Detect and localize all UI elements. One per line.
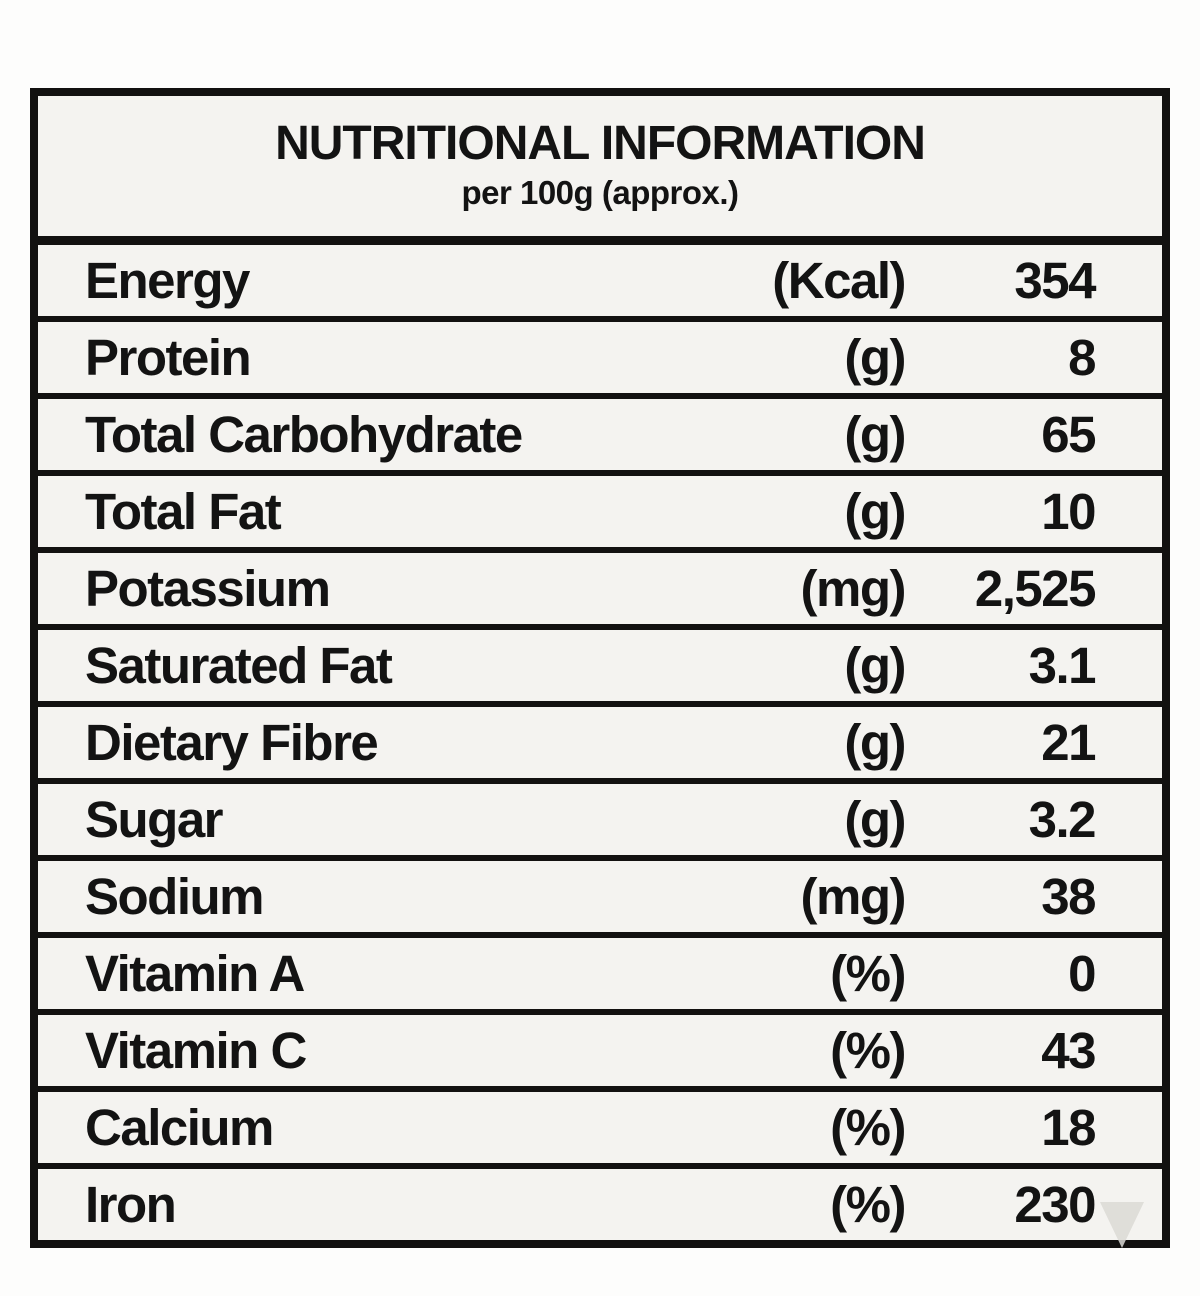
nutrient-label: Energy bbox=[85, 252, 250, 309]
table-header: NUTRITIONAL INFORMATION per 100g (approx… bbox=[38, 96, 1162, 245]
nutrient-label: Saturated Fat bbox=[85, 637, 393, 694]
nutrient-label: Potassium bbox=[85, 560, 331, 617]
nutrient-label: Sodium bbox=[85, 868, 264, 925]
nutrient-unit: (g) bbox=[844, 791, 906, 848]
nutrient-label: Vitamin C bbox=[85, 1022, 307, 1079]
nutrient-value: 18 bbox=[1041, 1099, 1096, 1156]
table-row: Dietary Fibre (g) 21 bbox=[38, 707, 1162, 784]
table-body: Energy (Kcal) 354 Protein (g) 8 Total Ca… bbox=[38, 245, 1162, 1240]
nutrient-value: 8 bbox=[1068, 329, 1096, 386]
nutrient-value: 230 bbox=[1014, 1176, 1096, 1233]
nutrient-unit: (mg) bbox=[800, 868, 907, 925]
nutrient-value: 3.1 bbox=[1028, 637, 1097, 694]
table-row: Vitamin A (%) 0 bbox=[38, 938, 1162, 1015]
table-row: Potassium (mg) 2,525 bbox=[38, 553, 1162, 630]
nutrient-unit: (%) bbox=[830, 1176, 906, 1233]
nutrient-unit: (g) bbox=[844, 714, 906, 771]
nutrient-label: Total Fat bbox=[85, 483, 282, 540]
nutrient-value: 38 bbox=[1041, 868, 1096, 925]
table-row: Iron (%) 230 bbox=[38, 1169, 1162, 1240]
nutrient-value: 10 bbox=[1041, 483, 1096, 540]
nutrient-value: 354 bbox=[1014, 252, 1096, 309]
nutrient-label: Total Carbohydrate bbox=[85, 406, 523, 463]
nutrient-unit: (%) bbox=[830, 1022, 906, 1079]
nutrient-unit: (mg) bbox=[800, 560, 907, 617]
table-row: Calcium (%) 18 bbox=[38, 1092, 1162, 1169]
table-row: Total Fat (g) 10 bbox=[38, 476, 1162, 553]
nutrient-value: 2,525 bbox=[974, 560, 1097, 617]
nutrient-value: 0 bbox=[1068, 945, 1096, 1002]
nutrient-label: Dietary Fibre bbox=[85, 714, 379, 771]
nutrient-value: 21 bbox=[1041, 714, 1096, 771]
nutrient-label: Calcium bbox=[85, 1099, 274, 1156]
table-row: Sodium (mg) 38 bbox=[38, 861, 1162, 938]
table-row: Protein (g) 8 bbox=[38, 322, 1162, 399]
nutrient-label: Sugar bbox=[85, 791, 224, 848]
nutrient-value: 65 bbox=[1041, 406, 1096, 463]
table-row: Vitamin C (%) 43 bbox=[38, 1015, 1162, 1092]
nutrient-unit: (%) bbox=[830, 945, 906, 1002]
table-row: Sugar (g) 3.2 bbox=[38, 784, 1162, 861]
nutrient-label: Vitamin A bbox=[85, 945, 305, 1002]
nutrient-value: 43 bbox=[1041, 1022, 1096, 1079]
table-row: Saturated Fat (g) 3.1 bbox=[38, 630, 1162, 707]
nutrient-unit: (g) bbox=[844, 329, 906, 386]
nutrient-unit: (Kcal) bbox=[772, 252, 906, 309]
table-row: Total Carbohydrate (g) 65 bbox=[38, 399, 1162, 476]
nutrition-facts-table: NUTRITIONAL INFORMATION per 100g (approx… bbox=[30, 88, 1170, 1248]
nutrient-value: 3.2 bbox=[1028, 791, 1097, 848]
nutrient-unit: (g) bbox=[844, 483, 906, 540]
table-title: NUTRITIONAL INFORMATION bbox=[275, 117, 926, 170]
nutrient-unit: (g) bbox=[844, 406, 906, 463]
table-subtitle: per 100g (approx.) bbox=[461, 174, 739, 211]
nutrient-label: Protein bbox=[85, 329, 252, 386]
nutrient-unit: (%) bbox=[830, 1099, 906, 1156]
nutrient-label: Iron bbox=[85, 1176, 177, 1233]
nutrient-unit: (g) bbox=[844, 637, 906, 694]
table-row: Energy (Kcal) 354 bbox=[38, 245, 1162, 322]
